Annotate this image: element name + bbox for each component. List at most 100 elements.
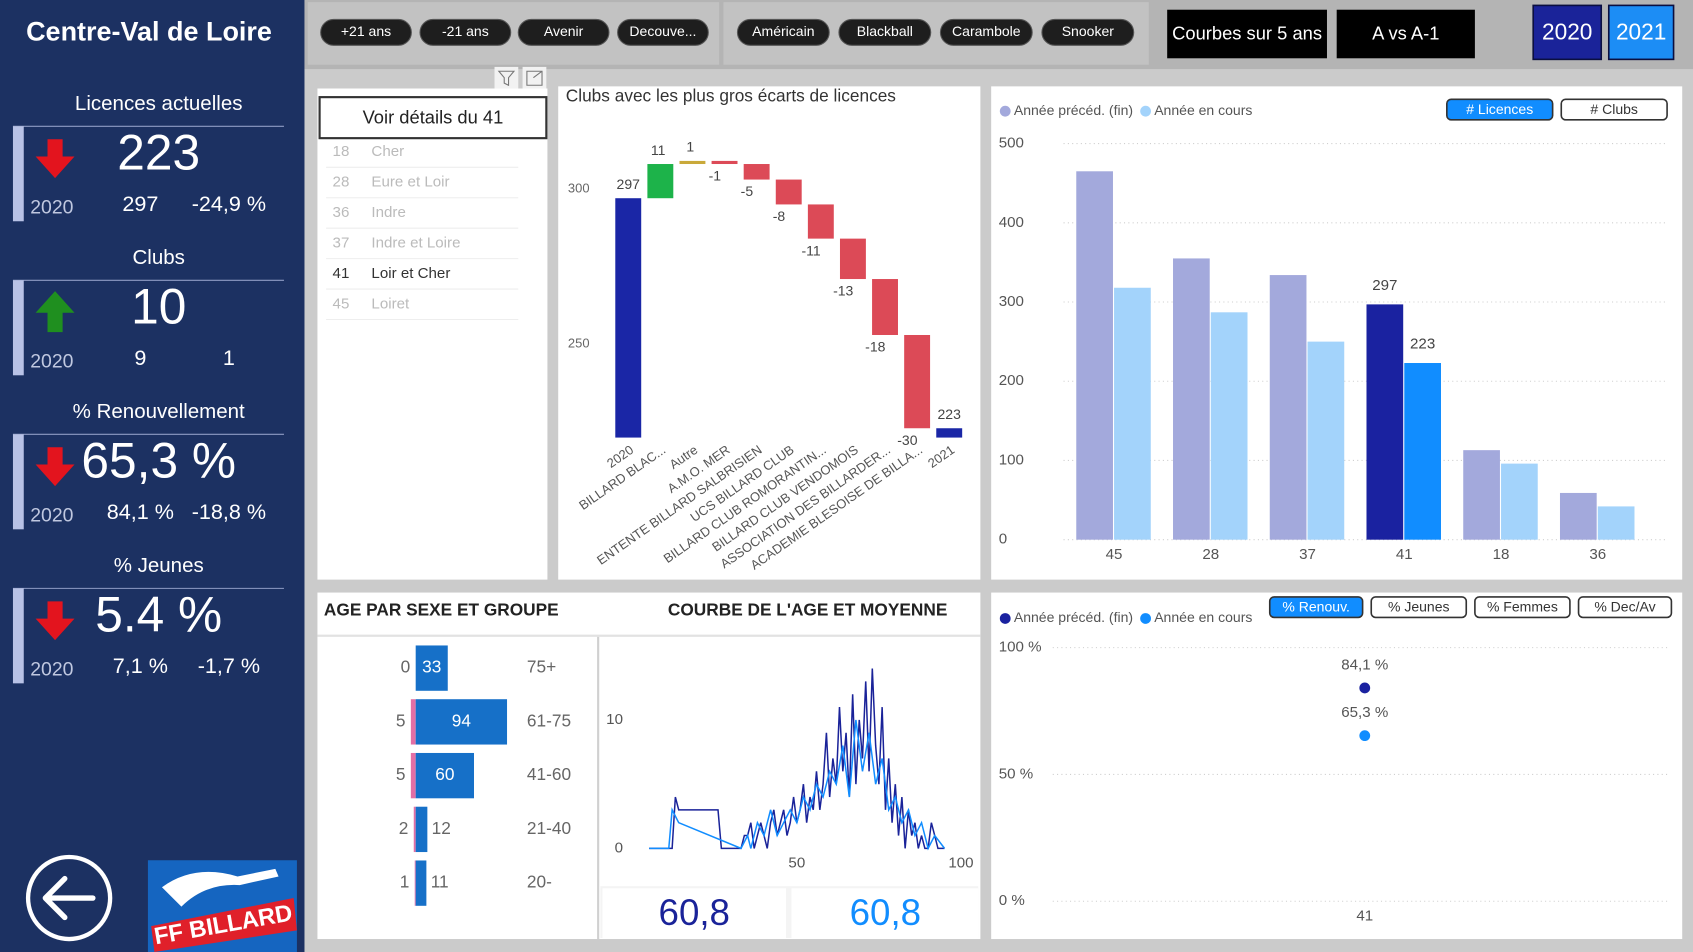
legend-swatch (1140, 613, 1151, 624)
data-label: 1 (400, 872, 410, 892)
data-label: -18 (865, 339, 885, 355)
kpi-year: 2020 (30, 504, 73, 526)
category-label: 20- (527, 872, 552, 892)
kpi-change: -18,8 % (192, 499, 266, 524)
data-label: 65,3 % (1341, 704, 1388, 721)
bar (415, 806, 428, 853)
kpi-title: % Renouvellement (73, 400, 245, 423)
y-tick-label: 0 (615, 839, 623, 856)
data-label: 94 (452, 710, 472, 730)
toggle-button[interactable] (1474, 596, 1571, 619)
x-tick-label: 37 (1299, 546, 1316, 563)
data-label: 33 (422, 657, 441, 677)
data-label: 223 (1410, 336, 1435, 353)
y-tick-label: 100 % (999, 639, 1042, 656)
toggle-button[interactable] (1268, 596, 1364, 619)
filter-label: Américain (752, 23, 814, 39)
data-label: 1 (686, 139, 694, 155)
dot (1359, 682, 1371, 694)
slicer-item[interactable] (326, 138, 518, 166)
kpi-year: 2020 (30, 659, 73, 681)
toggle-button[interactable] (1577, 596, 1673, 619)
kpi-bar (12, 588, 24, 684)
legend-swatch (999, 105, 1011, 117)
bar (415, 645, 448, 691)
legend-label: Année précéd. (fin) (1014, 102, 1133, 118)
filter-button[interactable] (419, 18, 512, 46)
toggle-button[interactable] (1446, 98, 1554, 121)
y-tick-label: 400 (999, 214, 1024, 231)
slicer-name: Loiret (371, 295, 410, 312)
y-tick-label: 250 (568, 336, 590, 351)
logo-band (151, 898, 297, 952)
bar (1173, 258, 1210, 540)
filter-button[interactable] (320, 18, 412, 46)
year-button[interactable] (1532, 4, 1603, 61)
bar (1404, 363, 1441, 540)
slicer-header (318, 96, 548, 140)
toggle-label: % Jeunes (1388, 598, 1450, 614)
data-label: 0 (401, 657, 411, 677)
x-tick-label: 45 (1106, 546, 1123, 563)
legend-swatch (1140, 105, 1151, 117)
x-tick-label: 28 (1202, 546, 1219, 563)
age-line (649, 719, 946, 851)
filter-label: +21 ans (341, 23, 391, 39)
toggle-label: # Clubs (1590, 101, 1638, 117)
waterfall-bar (904, 334, 931, 429)
toggle-button[interactable] (1560, 98, 1668, 121)
trend-arrow (35, 447, 75, 487)
slicer-name: Cher (371, 143, 404, 160)
filter-button[interactable] (939, 18, 1033, 46)
slicer-title: Voir détails du 41 (363, 107, 504, 128)
dot-panel (991, 592, 1683, 940)
slicer-item[interactable] (326, 290, 518, 318)
data-label: 12 (432, 818, 451, 838)
year-label: 2020 (1542, 18, 1592, 44)
filter-button[interactable] (617, 18, 709, 46)
view-button[interactable] (1167, 9, 1327, 59)
average-value: 60,8 (659, 892, 730, 933)
kpi-value: 223 (117, 125, 200, 181)
bar (1269, 275, 1307, 540)
chart-title: COURBE DE L'AGE ET MOYENNE (668, 599, 947, 619)
view-label: A vs A-1 (1372, 22, 1439, 43)
trend-arrow (35, 601, 75, 641)
back-circle (25, 854, 113, 942)
y-tick-label: 200 (999, 372, 1024, 389)
waterfall-bar (647, 164, 674, 199)
category-label: 61-75 (527, 710, 571, 730)
toggle-label: # Licences (1466, 101, 1533, 117)
y-tick-label: 10 (606, 711, 623, 728)
kpi-previous: 84,1 % (107, 499, 174, 524)
filter-button[interactable] (517, 18, 610, 46)
focus-icon[interactable] (522, 66, 547, 89)
kpi-title: % Jeunes (114, 554, 204, 577)
waterfall-bar (615, 198, 642, 438)
slicer-code: 28 (333, 174, 350, 191)
filter-label: Avenir (544, 23, 584, 39)
year-button[interactable] (1607, 4, 1675, 61)
bar (414, 860, 416, 906)
view-button[interactable] (1336, 9, 1475, 59)
filter-icon[interactable] (494, 66, 519, 89)
bar (415, 752, 474, 799)
toggle-button[interactable] (1370, 596, 1468, 619)
back-button[interactable] (25, 854, 113, 942)
y-tick-label: 0 % (999, 892, 1025, 909)
funnel (497, 70, 516, 87)
icon-bg (494, 66, 519, 89)
chart-title: Clubs avec les plus gros écarts de licen… (566, 86, 897, 106)
filter-button[interactable] (838, 18, 932, 46)
filter-button[interactable] (736, 18, 830, 46)
average-card (791, 888, 979, 938)
back-arrow (42, 875, 96, 921)
view-label: Courbes sur 5 ans (1172, 22, 1322, 43)
filter-button[interactable] (1041, 18, 1135, 46)
bar (1076, 171, 1113, 540)
average-value: 60,8 (850, 892, 921, 933)
data-label: -30 (897, 432, 917, 448)
slicer-item[interactable] (326, 199, 518, 227)
legend-swatch (999, 613, 1011, 624)
slicer-name: Indre (371, 204, 405, 221)
